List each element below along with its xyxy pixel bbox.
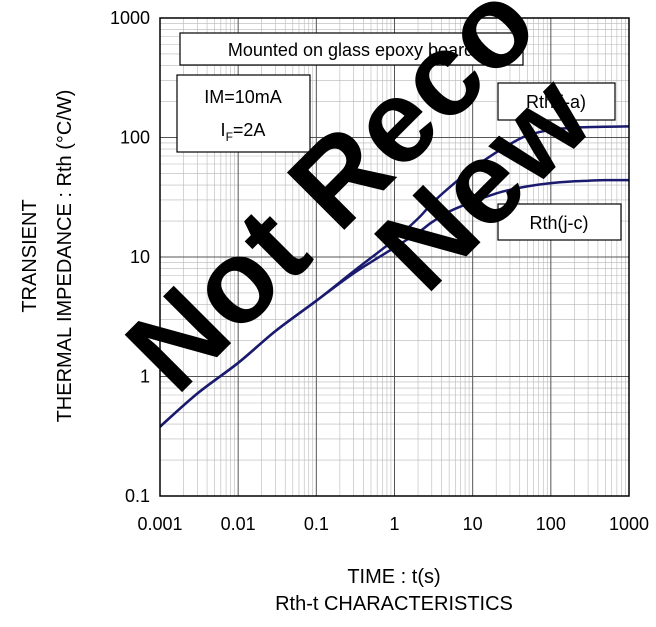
condition-if-rest: =2A: [233, 120, 266, 140]
condition-if-sub: F: [226, 130, 233, 144]
series-line-rth-jc: [160, 178, 629, 428]
legend-rth-jc-label: Rth(j-c): [530, 213, 589, 233]
y-tick-label: 10: [130, 247, 150, 267]
legend-rth-ja-box: [497, 82, 616, 121]
condition-if-text: IF=2A: [221, 120, 266, 144]
x-tick-label: 100: [536, 514, 566, 534]
y-tick-label: 1000: [110, 8, 150, 28]
x-tick-label: 0.001: [137, 514, 182, 534]
x-tick-label: 1000: [609, 514, 649, 534]
x-tick-labels: 0.001 0.01 0.1 1 10 100 1000: [137, 514, 649, 534]
x-axis-label: TIME : t(s): [347, 566, 440, 588]
board-annotation-box: [179, 32, 524, 66]
x-tick-label: 1: [389, 514, 399, 534]
legend-rth-jc: Rth(j-c): [497, 203, 622, 241]
plot-frame: [159, 17, 630, 497]
legend-rth-ja: Rth(j-a): [497, 82, 616, 121]
y-tick-label: 100: [120, 128, 150, 148]
x-tick-label: 10: [463, 514, 483, 534]
x-tick-label: 0.01: [221, 514, 256, 534]
y-tick-label: 0.1: [125, 486, 150, 506]
condition-annotation: IM=10mA IF=2A: [176, 74, 311, 153]
y-axis-label-line2: THERMAL IMPEDANCE : Rth (°C/W): [54, 90, 76, 423]
legend-rth-ja-label: Rth(j-a): [526, 92, 586, 112]
y-tick-labels: 0.1 1 10 100 1000: [110, 8, 150, 506]
chart-title: Rth-t CHARACTERISTICS: [275, 593, 513, 615]
board-annotation: Mounted on glass epoxy board: [179, 32, 524, 66]
condition-if-main: I: [221, 120, 226, 140]
y-axis-label-line1: TRANSIENT: [19, 199, 41, 312]
x-tick-label: 0.1: [304, 514, 329, 534]
series-lines: [160, 125, 629, 428]
board-annotation-text: Mounted on glass epoxy board: [228, 40, 474, 60]
y-tick-label: 1: [140, 367, 150, 387]
condition-annotation-box: [176, 74, 311, 153]
condition-im-text: IM=10mA: [204, 87, 282, 107]
legend-rth-jc-box: [497, 203, 622, 241]
